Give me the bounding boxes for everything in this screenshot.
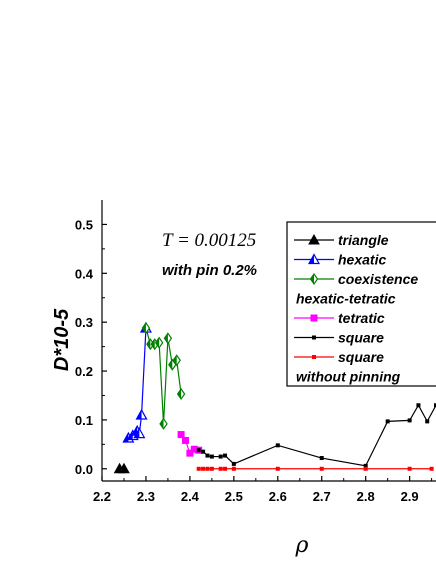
series-line [128,328,147,439]
data-point [363,466,368,471]
axes [101,200,436,482]
data-point [407,466,412,471]
data-point-fill [127,430,133,440]
y-tick-label: 0.3 [75,315,93,330]
data-point [319,456,324,461]
data-point [429,466,434,471]
x-tick-label: 2.7 [313,489,331,504]
y-tick-label: 0.2 [75,364,93,379]
y-tick-label: 0.4 [75,266,94,281]
data-point-fill [177,389,182,400]
legend-marker [309,272,319,286]
data-point-fill [132,426,138,436]
data-point-fill [160,418,164,429]
series-line [198,404,436,467]
x-tick-label: 2.6 [269,489,287,504]
y-tick-label: 0.0 [75,462,93,477]
x-axis-label: ρ [295,533,309,558]
legend-marker [312,335,316,340]
data-point [231,461,236,466]
data-point [196,448,201,453]
data-point [218,454,223,459]
data-point [223,466,228,471]
data-point [416,403,421,408]
legend-label: square [338,349,384,365]
data-point [425,419,430,424]
data-point [231,466,236,471]
data-point [172,354,181,367]
legend-label: tetratic [338,310,385,326]
data-point-fill [164,333,168,344]
data-point [163,332,173,345]
data-point [190,445,198,453]
data-point [218,466,223,471]
data-point [275,443,280,448]
data-point [209,454,214,459]
data-point [319,466,324,471]
data-point [385,419,390,424]
legend-marker-fill [310,274,314,284]
y-tick-label: 0.1 [75,413,93,428]
ticks: 2.2 2.3 2.4 2.5 2.6 2.7 2.8 2.9 0.0 0.1 0.2 0.3 0.4 0… [75,217,433,504]
legend-marker [308,233,320,245]
data-point [223,453,228,458]
y-tick-label: 0.5 [75,217,93,232]
data-point-fill [142,323,146,334]
data-point [201,466,206,471]
legend-label: hexatic [338,252,386,268]
legend-marker [310,314,318,322]
series-markers [113,321,436,474]
data-point-fill [146,339,151,350]
data-point-fill [155,337,160,348]
legend-marker [312,355,316,359]
data-point [177,431,185,439]
legend-label: square [338,330,384,346]
data-point [275,466,280,471]
data-point [434,403,436,408]
data-point [205,466,210,471]
x-tick-label: 2.4 [181,489,200,504]
data-point [176,387,186,401]
data-point [186,449,194,457]
legend-label: triangle [338,232,389,248]
data-point [407,418,412,423]
temperature-annotation: T = 0.00125 [162,230,256,251]
data-point [154,336,164,349]
data-point-fill [173,355,177,366]
data-point [118,462,130,474]
data-point [159,417,168,430]
data-point [133,427,146,439]
data-point-fill [136,410,142,420]
legend: triangle hexatic coexistence hexatic-tetrat… [286,221,436,387]
data-point [196,466,201,471]
x-tick-label: 2.9 [401,489,419,504]
data-point [182,436,189,444]
x-tick-label: 2.8 [357,489,375,504]
legend-label: hexatic-tetratic [296,291,396,307]
legend-marker [307,253,321,265]
x-tick-label: 2.5 [225,489,243,504]
data-point [141,321,151,335]
legend-label: without pinning [296,369,401,385]
x-tick-label: 2.2 [93,489,111,504]
data-point [363,463,368,468]
x-tick-label: 2.3 [137,489,155,504]
data-point [209,466,214,471]
legend-label: coexistence [338,271,418,287]
data-point [135,408,148,420]
data-point-fill [151,339,155,350]
legend-box [286,221,436,387]
legend-marker-fill [309,254,314,264]
data-point-fill [134,428,140,438]
pin-annotation: with pin 0.2% [162,262,257,279]
data-point-fill [168,359,173,370]
data-point [205,453,210,458]
data-point [201,449,206,454]
y-axis-label: D*10-5 [51,308,73,371]
